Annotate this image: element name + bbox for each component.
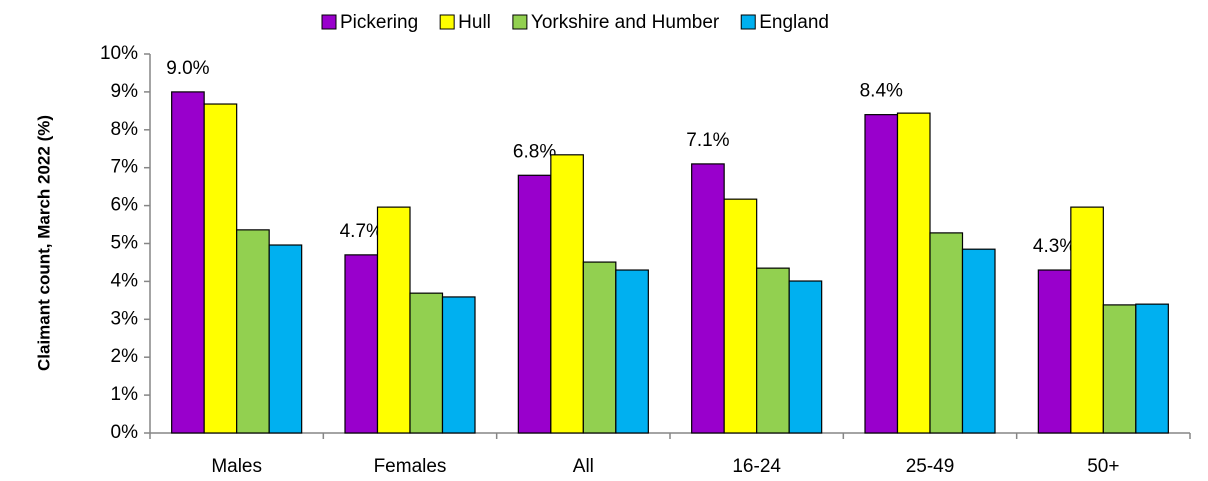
data-label: 6.8% [513,141,556,162]
legend-swatch [512,14,528,30]
bar [582,261,617,434]
x-tick-label: 16-24 [732,456,781,477]
data-label: 8.4% [860,81,903,102]
y-tick-label: 8% [111,119,139,140]
bar [615,269,649,434]
y-tick-label: 0% [111,422,139,443]
data-label: 9.0% [166,58,209,79]
x-tick-label: 50+ [1087,456,1119,477]
y-tick-label: 9% [111,81,139,102]
y-tick-label: 7% [111,157,139,178]
bar [864,114,899,434]
bar [961,248,996,434]
data-label: 4.7% [340,221,383,242]
y-tick-label: 4% [111,270,139,291]
data-label: 7.1% [686,130,729,151]
y-tick-label: 5% [111,233,139,254]
legend-label: England [759,12,829,33]
x-tick-label: Males [211,456,262,477]
y-axis-label: Claimant count, March 2022 (%) [34,115,53,371]
y-tick-label: 3% [111,308,139,329]
y-tick-label: 6% [111,195,139,216]
legend-label: Hull [458,12,491,33]
data-label: 4.3% [1033,236,1076,257]
y-tick-label: 10% [100,43,138,64]
bar [1037,269,1072,434]
bar [203,103,238,434]
bar [788,280,823,434]
bar [236,229,270,434]
x-tick-label: Females [374,456,447,477]
bar [691,163,725,434]
x-tick-label: All [573,456,594,477]
bar [929,232,964,434]
legend-swatch [439,14,455,30]
bar [517,174,552,434]
bar [1070,206,1104,434]
legend-label: Yorkshire and Humber [531,12,720,33]
legend-label: Pickering [340,12,418,33]
bar [376,206,411,434]
bar [409,292,444,434]
bar [756,267,790,434]
bar [268,244,303,434]
bar [1102,304,1137,434]
x-tick-label: 25-49 [906,456,955,477]
bar [344,254,379,434]
bar [896,112,931,434]
y-tick-label: 2% [111,346,139,367]
y-tick-label: 1% [111,384,139,405]
bar [171,91,205,434]
legend-swatch [321,14,337,30]
bar [441,296,476,434]
bar [723,198,758,434]
bar [1135,303,1169,434]
bar [550,154,584,434]
legend-swatch [740,14,756,30]
